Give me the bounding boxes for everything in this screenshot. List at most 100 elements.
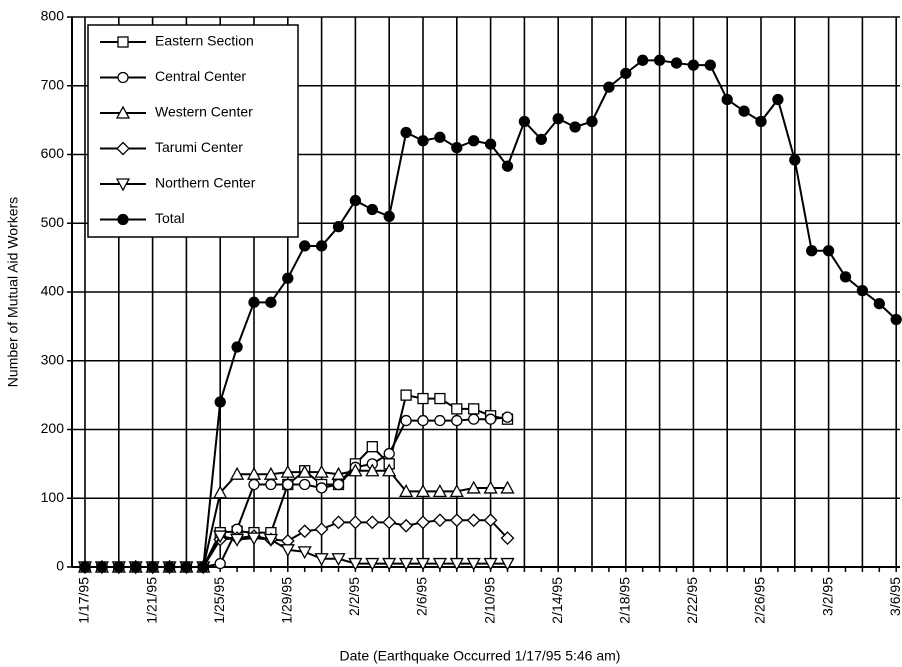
marker — [214, 396, 226, 408]
x-tick-label: 1/21/95 — [143, 577, 159, 624]
marker — [331, 515, 346, 530]
x-tick-label: 2/2/95 — [346, 577, 362, 616]
marker — [282, 478, 294, 491]
x-tick-label: 1/17/95 — [76, 577, 92, 624]
marker — [399, 484, 414, 498]
marker — [518, 115, 531, 128]
marker — [230, 533, 245, 547]
marker — [468, 413, 480, 425]
legend-label: Tarumi Center — [155, 139, 243, 155]
marker — [280, 464, 295, 478]
x-tick-label: 3/2/95 — [819, 577, 835, 616]
marker — [432, 484, 447, 498]
marker — [415, 557, 431, 571]
marker — [434, 392, 446, 405]
marker — [331, 553, 346, 567]
marker — [231, 341, 243, 353]
x-tick-label: 1/29/95 — [279, 577, 295, 624]
marker — [383, 210, 395, 223]
marker — [500, 557, 515, 571]
marker — [468, 403, 480, 415]
marker — [365, 515, 380, 530]
marker — [197, 561, 209, 573]
y-tick-label: 100 — [41, 489, 65, 505]
x-tick-label: 2/10/95 — [481, 577, 497, 624]
marker — [117, 213, 129, 226]
marker — [416, 515, 430, 530]
x-tick-label: 1/25/95 — [211, 577, 227, 624]
y-axis-label: Number of Mutual Aid Workers — [5, 197, 21, 387]
marker — [586, 115, 598, 128]
y-tick-label: 800 — [41, 8, 65, 24]
marker — [449, 513, 464, 528]
y-tick-label: 700 — [41, 76, 65, 92]
marker — [451, 403, 463, 415]
y-tick-label: 300 — [41, 351, 65, 367]
legend-label: Western Center — [155, 104, 253, 120]
marker — [772, 93, 784, 106]
marker — [263, 466, 278, 480]
marker — [246, 532, 262, 546]
marker — [687, 59, 700, 71]
marker — [500, 531, 515, 546]
marker — [246, 466, 262, 480]
y-tick-label: 400 — [41, 283, 65, 299]
marker — [466, 480, 481, 494]
x-tick-label: 2/6/95 — [414, 577, 430, 616]
marker — [314, 553, 329, 567]
marker — [213, 485, 228, 499]
marker — [399, 557, 414, 571]
marker — [117, 36, 129, 48]
marker — [382, 463, 397, 477]
marker — [248, 296, 260, 308]
marker — [755, 115, 767, 128]
marker — [315, 482, 328, 494]
x-tick-label: 3/6/95 — [887, 577, 902, 616]
marker — [382, 515, 397, 530]
marker — [332, 478, 345, 491]
y-tick-label: 0 — [56, 558, 64, 574]
marker — [432, 513, 447, 528]
marker — [856, 284, 869, 297]
marker — [466, 557, 481, 571]
marker — [263, 533, 278, 547]
marker — [366, 441, 378, 453]
marker — [299, 478, 311, 491]
marker — [466, 513, 481, 528]
marker — [637, 54, 649, 66]
marker — [603, 81, 615, 93]
marker — [501, 411, 514, 423]
x-tick-label: 2/26/95 — [752, 577, 768, 624]
legend-label: Total — [155, 210, 185, 226]
marker — [484, 138, 497, 150]
marker — [620, 67, 632, 80]
x-axis-label: Date (Earthquake Occurred 1/17/95 5:46 a… — [340, 648, 621, 664]
marker — [280, 544, 295, 558]
marker — [415, 484, 431, 498]
marker — [382, 557, 397, 571]
x-tick-label: 2/14/95 — [549, 577, 565, 624]
marker — [115, 105, 131, 119]
marker — [332, 221, 345, 233]
marker — [248, 478, 260, 491]
marker — [483, 513, 498, 528]
marker — [117, 71, 129, 84]
marker — [434, 131, 446, 143]
marker — [96, 561, 108, 573]
marker — [399, 518, 414, 533]
marker — [113, 561, 125, 573]
marker — [653, 54, 666, 66]
marker — [535, 133, 547, 146]
marker — [265, 478, 277, 491]
marker — [417, 135, 429, 147]
marker — [331, 466, 346, 480]
marker — [349, 194, 362, 207]
x-tick-label: 2/18/95 — [617, 577, 633, 624]
marker — [569, 121, 581, 133]
marker — [213, 530, 228, 544]
marker — [449, 484, 464, 498]
marker — [432, 557, 447, 571]
marker — [839, 271, 852, 283]
marker — [483, 480, 498, 494]
